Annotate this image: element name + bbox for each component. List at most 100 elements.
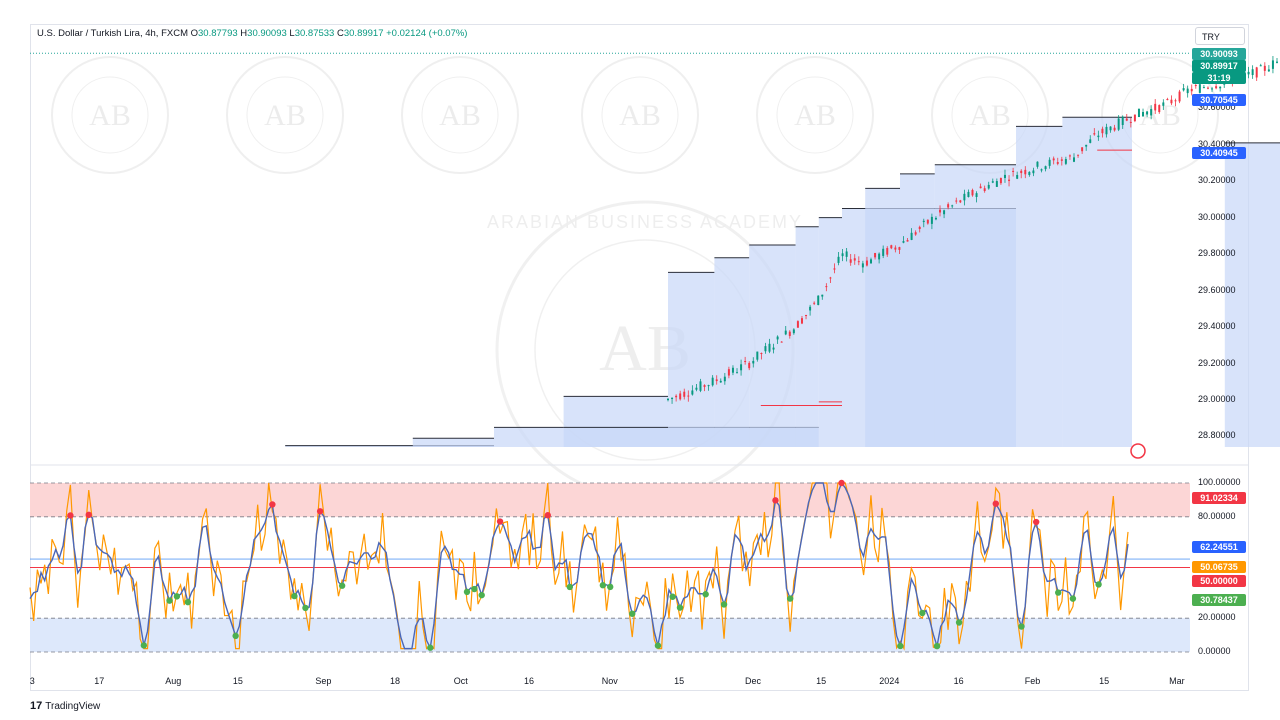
- candle-body: [1089, 139, 1092, 143]
- candle-body: [760, 353, 763, 355]
- oversold-dot: [607, 583, 614, 591]
- time-tick: Aug: [165, 676, 182, 686]
- support-fill: [1062, 117, 1132, 448]
- candle-body: [1040, 169, 1043, 171]
- candle-body: [788, 331, 791, 336]
- oversold-dot: [599, 582, 607, 589]
- candle-body: [878, 253, 881, 260]
- candle-body: [1170, 99, 1173, 104]
- oscillator-tick: 20.00000: [1198, 612, 1236, 623]
- overbought-dot: [269, 501, 276, 508]
- oscillator-label: 50.06735: [1192, 561, 1246, 573]
- time-tick: Dec: [745, 676, 762, 686]
- candle-body: [1105, 126, 1108, 135]
- brand-name: TradingView: [45, 700, 101, 712]
- candle-body: [841, 253, 844, 257]
- candle-body: [1052, 158, 1055, 161]
- watermark-initials: AB: [969, 99, 1011, 132]
- candle-body: [1113, 127, 1116, 131]
- watermark-initials: AB: [439, 99, 481, 132]
- candle-body: [999, 178, 1002, 184]
- candle-body: [1198, 84, 1201, 93]
- candle-body: [1202, 87, 1205, 89]
- candle-body: [667, 398, 669, 401]
- watermark-inner-ring: [776, 76, 854, 154]
- candle-body: [926, 219, 929, 224]
- tradingview-logo[interactable]: 17 TradingView: [30, 700, 100, 712]
- candle-body: [1077, 154, 1080, 156]
- symbol-legend[interactable]: U.S. Dollar / Turkish Lira, 4h, FXCM O30…: [37, 28, 467, 39]
- currency-button[interactable]: TRY: [1195, 27, 1245, 45]
- time-tick: 2024: [879, 676, 900, 686]
- candle-body: [910, 232, 913, 240]
- time-tick: Nov: [601, 676, 618, 686]
- watermark-logo: AB: [581, 56, 699, 174]
- support-fill: [865, 188, 900, 448]
- oversold-dot: [702, 591, 709, 598]
- watermark-logo: AB: [931, 56, 1049, 174]
- oversold-dot: [140, 642, 148, 649]
- oversold-dot: [478, 591, 485, 599]
- time-tick: 16: [953, 676, 964, 686]
- watermark-inner-ring: [601, 76, 679, 154]
- candle-body: [833, 268, 836, 270]
- candle-body: [1097, 135, 1100, 138]
- candle-body: [898, 247, 901, 250]
- support-fill: [1016, 126, 1063, 447]
- candle-body: [813, 302, 816, 304]
- overbought-dot: [838, 479, 845, 487]
- oscillator-label: 62.24551: [1192, 541, 1246, 553]
- oversold-dot: [1055, 589, 1062, 596]
- oscillator-tick: 0.00000: [1198, 646, 1231, 656]
- candle-body: [894, 247, 897, 250]
- overbought-dot: [1032, 518, 1040, 526]
- watermark-ring: [401, 56, 519, 174]
- candle-body: [967, 191, 970, 198]
- candle-body: [1174, 100, 1177, 102]
- candle-body: [1158, 105, 1161, 113]
- candle-body: [890, 245, 893, 249]
- price-tick: 29.20000: [1198, 357, 1236, 368]
- candle-body: [756, 351, 759, 360]
- oversold-dot: [232, 632, 239, 640]
- candle-body: [1206, 87, 1209, 89]
- candle-body: [1194, 85, 1197, 87]
- candle-body: [699, 381, 702, 391]
- candle-body: [1048, 159, 1051, 166]
- candle-body: [772, 347, 775, 350]
- oscillator-label: 30.78437: [1192, 594, 1246, 606]
- candle-body: [764, 346, 767, 352]
- oversold-dot: [566, 583, 574, 591]
- candle-body: [947, 204, 950, 208]
- oversold-zone: [30, 618, 1190, 652]
- candle-body: [719, 380, 722, 383]
- close-label: C: [336, 28, 344, 39]
- candle-body: [1276, 61, 1278, 63]
- candle-body: [1267, 69, 1270, 72]
- candle-body: [1129, 121, 1132, 123]
- oversold-dot: [302, 604, 309, 612]
- candle-body: [1125, 118, 1128, 121]
- oversold-dot: [471, 585, 478, 593]
- candle-body: [861, 263, 864, 268]
- candle-body: [1028, 171, 1031, 175]
- watermark-logo: AB: [756, 56, 874, 174]
- candle-body: [1182, 88, 1185, 91]
- tradingview-icon: 17: [30, 700, 43, 712]
- watermark-logo: AB: [226, 56, 344, 174]
- support-fill: [749, 244, 796, 447]
- oversold-dot: [166, 597, 173, 604]
- candle-body: [979, 186, 982, 189]
- watermark-initials: AB: [264, 99, 306, 132]
- candle-body: [821, 294, 824, 297]
- candle-body: [1142, 111, 1145, 117]
- support-fill: [934, 164, 1016, 447]
- candle-body: [780, 341, 783, 343]
- candle-body: [1133, 114, 1136, 122]
- symbol-title: U.S. Dollar / Turkish Lira, 4h, FXCM: [37, 28, 188, 39]
- oversold-dot: [184, 598, 192, 606]
- watermark-logo: AB: [401, 56, 519, 174]
- oscillator-label: 50.00000: [1192, 575, 1246, 587]
- support-fill: [818, 217, 842, 447]
